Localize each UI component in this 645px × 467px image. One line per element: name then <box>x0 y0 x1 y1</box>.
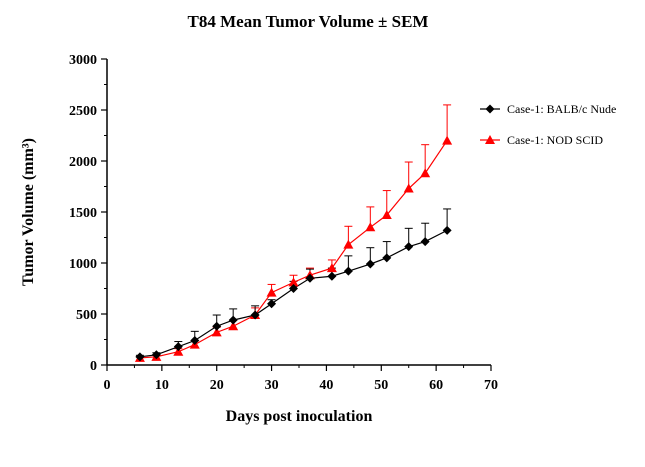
x-tick-label: 40 <box>319 378 333 393</box>
x-tick-label: 70 <box>484 378 498 393</box>
data-point-nude <box>327 271 337 281</box>
data-point-scid <box>266 287 277 297</box>
axes: 0 10 20 30 40 50 60 70 0 500 1000 1500 2000 2500 3000 <box>69 53 498 393</box>
legend-marker-scid <box>485 135 495 144</box>
y-tick-label: 2000 <box>69 155 97 170</box>
x-axis-title: Days post inoculation <box>226 408 373 425</box>
data-point-nude <box>289 284 299 293</box>
y-tick-label: 3000 <box>69 53 97 68</box>
data-point-nude <box>173 342 183 352</box>
data-point-scid <box>173 346 184 356</box>
data-point-nude <box>343 266 353 276</box>
series-lines <box>139 140 448 359</box>
y-tick-label: 0 <box>90 359 97 374</box>
data-point-nude <box>151 350 161 360</box>
data-point-nude <box>250 310 260 320</box>
legend-label-scid: Case-1: NOD SCID <box>507 133 603 147</box>
data-point-nude <box>135 352 145 362</box>
data-point-scid <box>211 327 222 337</box>
data-point-scid <box>326 263 337 273</box>
y-tick-label: 2500 <box>69 104 97 119</box>
data-point-scid <box>288 277 299 287</box>
data-point-nude <box>404 242 414 252</box>
x-tick-label: 10 <box>155 378 169 393</box>
y-tick-label: 500 <box>76 308 97 323</box>
y-tick-label: 1000 <box>69 257 97 272</box>
data-point-scid <box>228 321 239 331</box>
x-tick-label: 60 <box>429 378 443 393</box>
x-tick-label: 50 <box>374 378 388 393</box>
data-point-nude <box>228 315 238 325</box>
data-point-nude <box>190 336 200 346</box>
legend-label-nude: Case-1: BALB/c Nude <box>507 102 616 116</box>
y-axis-title: Tumor Volume (mm³) <box>20 138 37 286</box>
data-point-scid <box>381 210 392 220</box>
series-markers <box>134 135 453 362</box>
error-bars <box>135 104 452 358</box>
data-point-nude <box>267 299 277 309</box>
x-tick-label: 20 <box>210 378 224 393</box>
series-line-scid <box>139 140 448 359</box>
data-point-scid <box>420 168 431 178</box>
chart-title: T84 Mean Tumor Volume ± SEM <box>188 12 429 31</box>
series-line-nude <box>139 229 448 358</box>
data-point-scid <box>343 239 354 249</box>
data-point-nude <box>212 321 222 331</box>
data-point-nude <box>420 237 430 247</box>
data-point-nude <box>305 273 315 283</box>
y-tick-label: 1500 <box>69 206 97 221</box>
data-point-nude <box>382 253 392 263</box>
x-tick-label: 30 <box>265 378 279 393</box>
data-point-scid <box>403 183 414 193</box>
data-point-nude <box>442 225 452 235</box>
data-point-nude <box>365 259 375 269</box>
legend-marker-nude <box>485 104 495 114</box>
data-point-scid <box>365 222 376 232</box>
x-tick-label: 0 <box>104 378 111 393</box>
legend: Case-1: BALB/c Nude Case-1: NOD SCID <box>480 102 616 147</box>
data-point-scid <box>442 135 453 145</box>
